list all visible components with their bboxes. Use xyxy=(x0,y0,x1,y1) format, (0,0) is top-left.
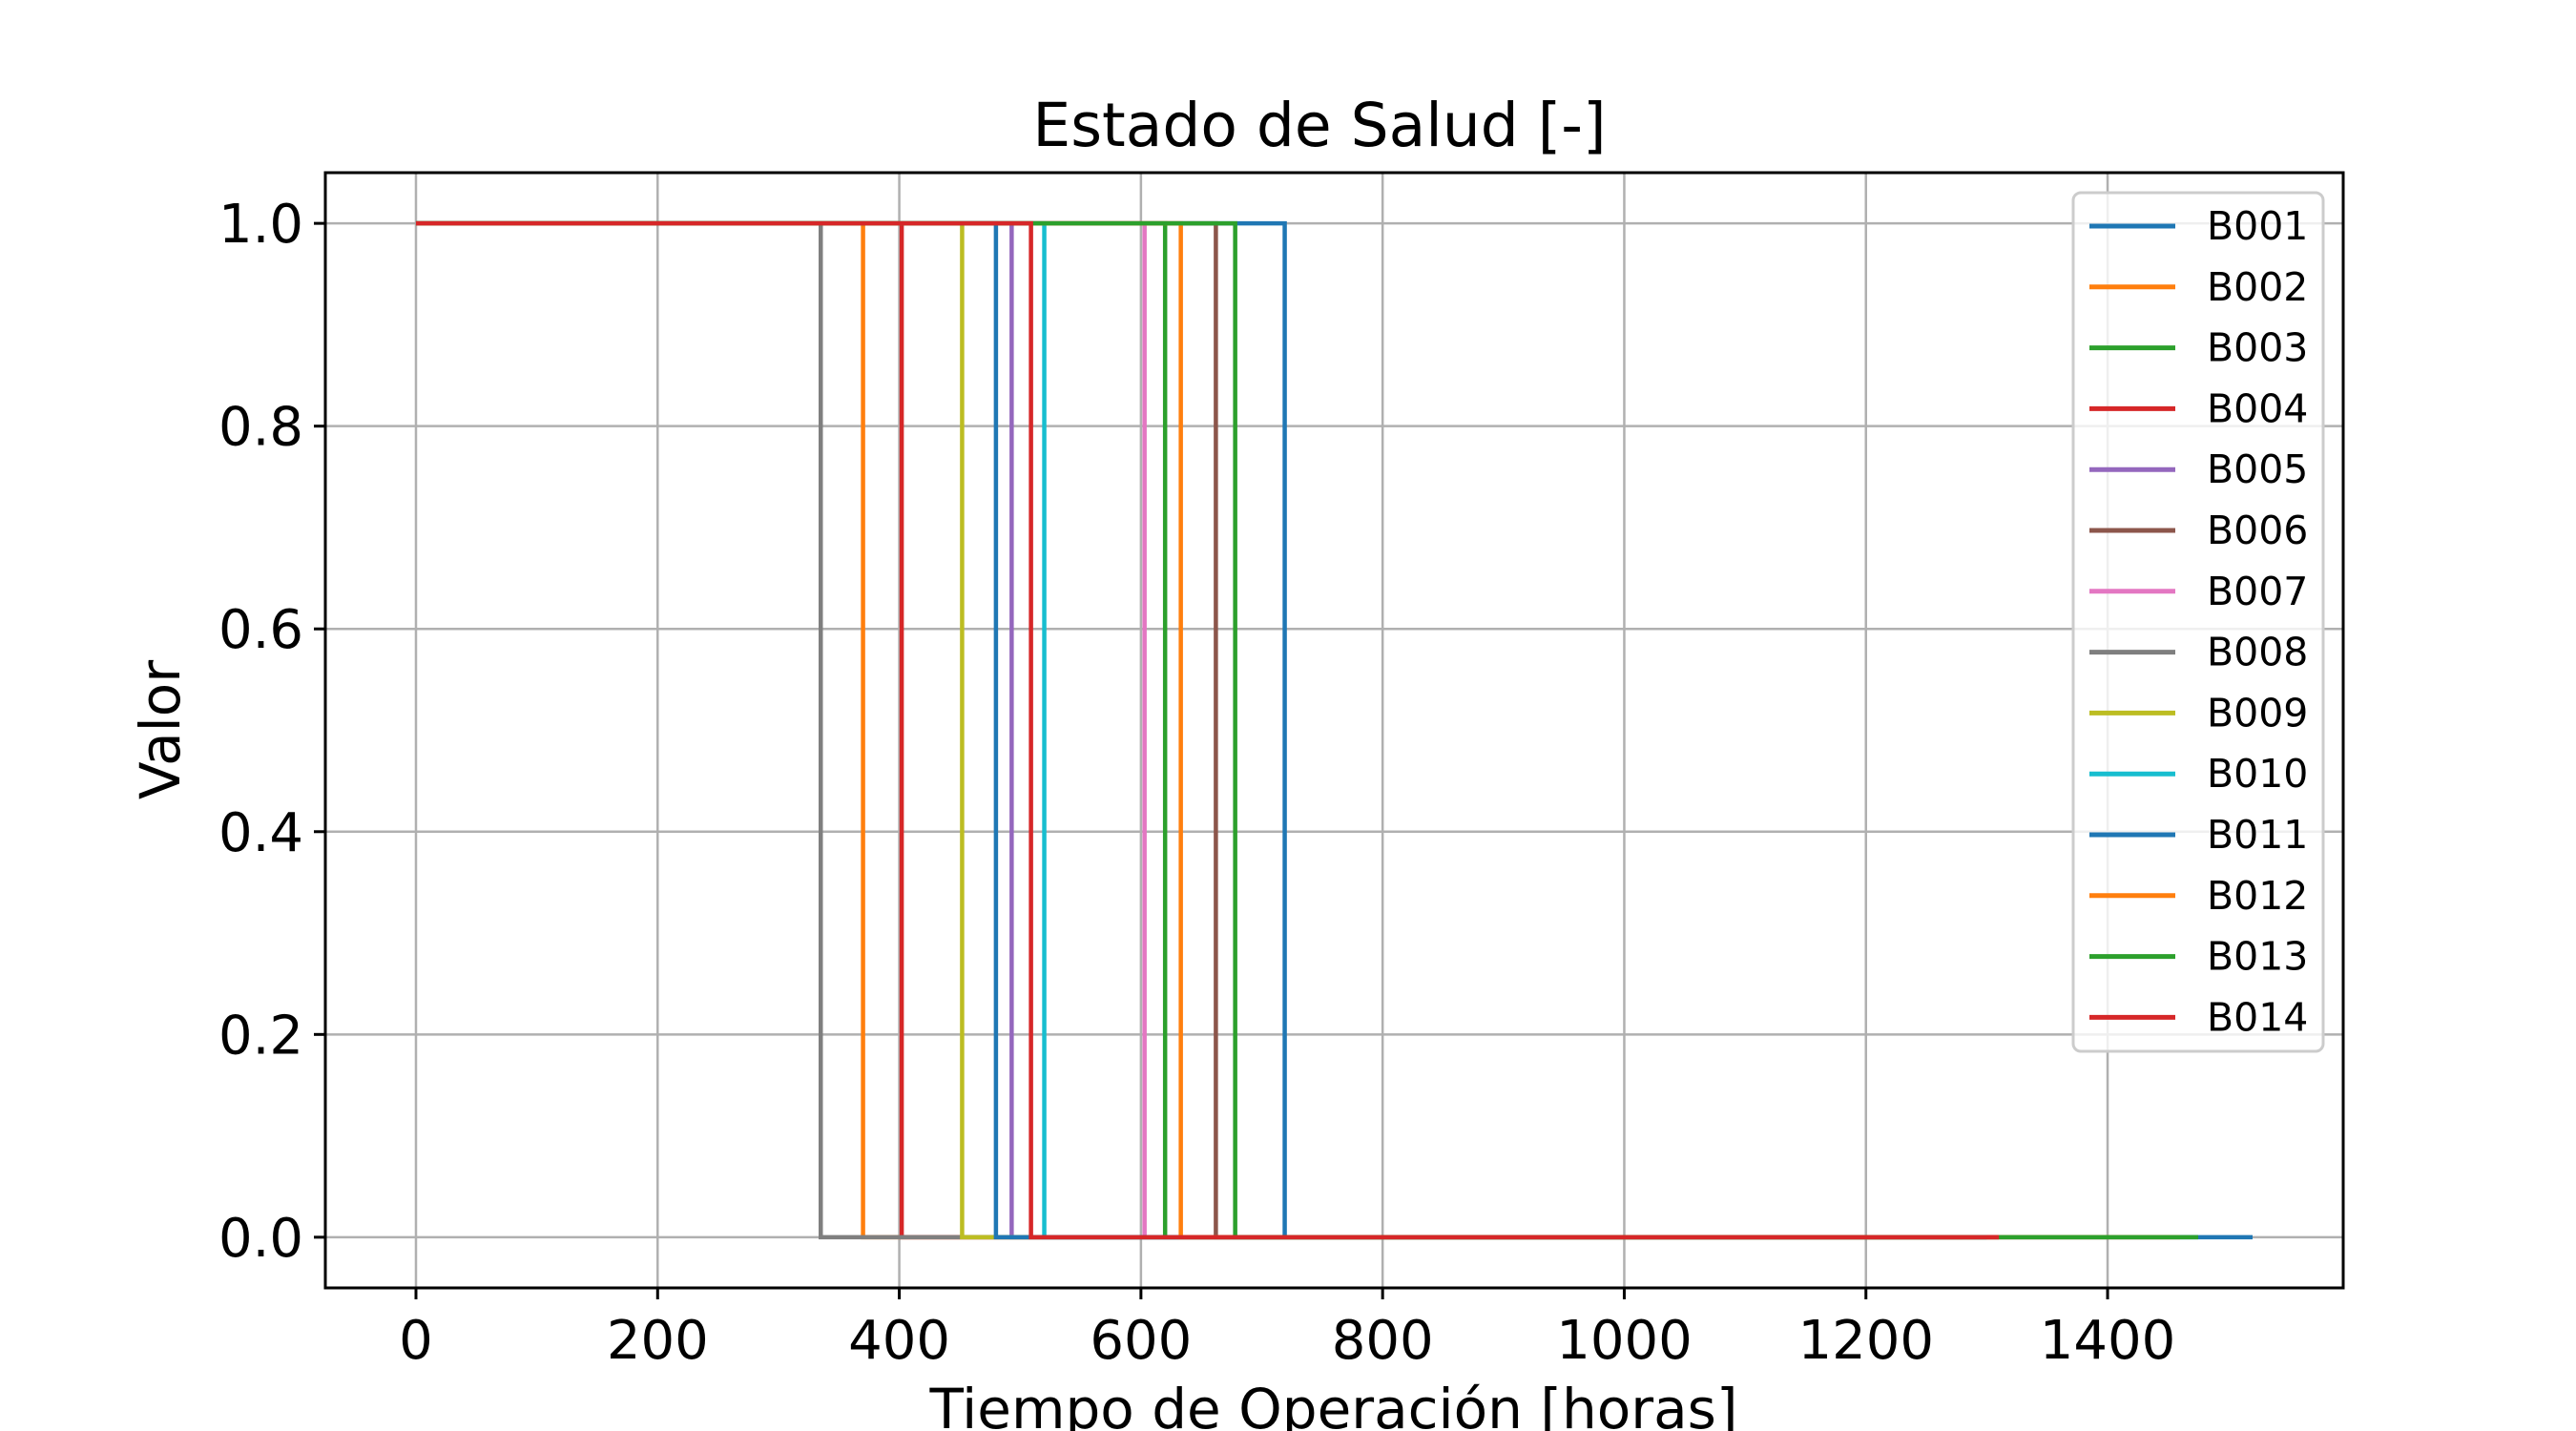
x-tick-label: 200 xyxy=(607,1310,709,1372)
legend-label-b011: B011 xyxy=(2207,812,2308,858)
x-tick-label: 1400 xyxy=(2040,1310,2176,1372)
x-tick-label: 800 xyxy=(1332,1310,1434,1372)
legend-label-b004: B004 xyxy=(2207,385,2308,431)
legend-label-b009: B009 xyxy=(2207,690,2308,736)
legend-label-b013: B013 xyxy=(2207,934,2308,980)
y-tick-label: 0.2 xyxy=(218,1005,303,1067)
y-axis-label: Valor xyxy=(128,660,193,799)
chart-title: Estado de Salud [-] xyxy=(1032,91,1606,160)
legend-label-b005: B005 xyxy=(2207,446,2308,492)
x-tick-label: 1000 xyxy=(1556,1310,1693,1372)
y-axis: 0.0 0.2 0.4 0.6 0.8 1.0 xyxy=(218,194,325,1270)
legend-label-b001: B001 xyxy=(2207,203,2308,249)
legend-label-b002: B002 xyxy=(2207,264,2308,310)
legend-label-b006: B006 xyxy=(2207,508,2308,553)
x-tick-label: 1200 xyxy=(1797,1310,1934,1372)
legend-items: B001 B002 B003 B004 B005 B006 B007 B008 B009 B010… xyxy=(2089,203,2308,1040)
legend-label-b010: B010 xyxy=(2207,751,2308,797)
y-tick-label: 0.8 xyxy=(218,397,303,459)
x-axis-label: Tiempo de Operación [horas] xyxy=(929,1377,1738,1431)
axes-frame xyxy=(323,171,2345,1290)
x-tick-label: 0 xyxy=(399,1310,433,1372)
x-tick-label: 600 xyxy=(1090,1310,1192,1372)
legend-label-b014: B014 xyxy=(2207,994,2308,1040)
legend-label-b007: B007 xyxy=(2207,569,2308,614)
legend-box xyxy=(2071,191,2325,1053)
x-axis: 0 200 400 600 800 1000 1200 1400 xyxy=(399,1288,2175,1372)
y-tick-label: 0.6 xyxy=(218,599,303,661)
legend-label-b008: B008 xyxy=(2207,630,2308,675)
axes-background xyxy=(325,173,2343,1288)
series-line-b014 xyxy=(415,220,2000,1240)
legend-label-b012: B012 xyxy=(2207,873,2308,919)
series-layer xyxy=(415,220,2254,1240)
x-tick-label: 400 xyxy=(848,1310,950,1372)
legend-label-b003: B003 xyxy=(2207,325,2308,371)
plot-area xyxy=(323,171,2345,1290)
legend: B001 B002 B003 B004 B005 B006 B007 B008 B009 B010… xyxy=(2071,191,2325,1053)
y-tick-label: 0.0 xyxy=(218,1208,303,1270)
y-tick-label: 0.4 xyxy=(218,802,303,864)
y-tick-label: 1.0 xyxy=(218,194,303,256)
